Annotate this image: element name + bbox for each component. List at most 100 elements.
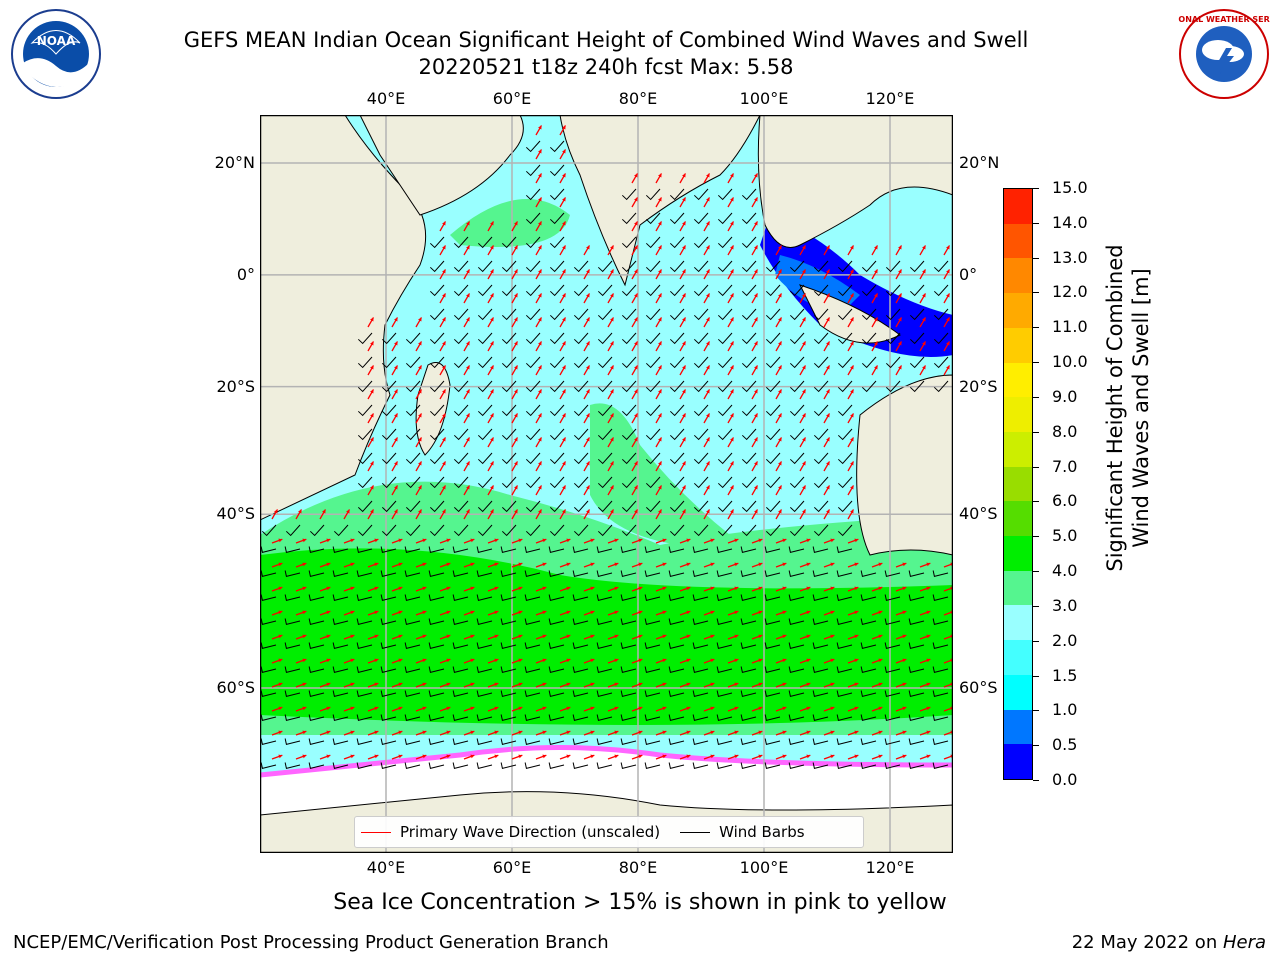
wind-barb <box>669 500 685 513</box>
wave-direction-arrowhead <box>610 365 614 370</box>
colorbar-tick-mark <box>1033 362 1039 364</box>
wave-direction-arrowhead <box>806 538 811 543</box>
wave-direction-arrowhead <box>782 730 787 735</box>
wave-direction-arrowhead <box>442 341 446 346</box>
wind-barb <box>596 762 613 769</box>
colorbar-title-line2: Wind Waves and Swell [m] <box>1129 268 1153 548</box>
wind-barb <box>693 212 709 225</box>
wind-barb <box>621 452 637 465</box>
wind-barb <box>788 546 805 553</box>
wind-barb <box>477 308 493 321</box>
wind-barb <box>573 476 589 489</box>
wave-direction-arrowhead <box>754 509 758 514</box>
wind-barb <box>932 570 949 577</box>
wave-direction-arrowhead <box>466 389 470 394</box>
wave-direction-arrowhead <box>926 754 931 759</box>
wind-barb <box>308 714 325 721</box>
wind-barb <box>548 762 565 769</box>
wave-direction-arrowhead <box>730 317 734 322</box>
wave-direction-arrowhead <box>278 610 283 615</box>
wave-direction-arrowhead <box>710 730 715 735</box>
wave-direction-arrowhead <box>490 269 494 274</box>
wave-direction-arrowhead <box>466 461 470 466</box>
wave-direction-arrowhead <box>898 317 902 322</box>
wave-direction-arrowhead <box>518 610 523 615</box>
wind-barb <box>597 404 613 417</box>
wave-direction-arrowhead <box>754 485 758 490</box>
wind-barb <box>621 236 637 249</box>
wind-barb <box>428 666 445 673</box>
colorbar-segment-4 <box>1004 605 1032 641</box>
wind-barb <box>860 570 877 577</box>
wave-direction-arrowhead <box>926 658 931 663</box>
wave-direction-arrowhead <box>518 562 523 567</box>
wave-direction-arrowhead <box>538 125 542 130</box>
wind-barb <box>572 642 589 649</box>
wave-direction-arrowhead <box>662 586 667 591</box>
wind-barb <box>260 570 277 577</box>
wind-barb <box>308 762 325 769</box>
wave-direction-arrowhead <box>350 562 355 567</box>
wave-direction-arrowhead <box>754 245 758 250</box>
wave-direction-arrowhead <box>590 754 595 759</box>
wind-barb <box>741 404 757 417</box>
wave-direction-arrowhead <box>922 245 926 250</box>
wave-direction-arrowhead <box>538 221 542 226</box>
wind-barb <box>452 666 469 673</box>
wave-direction-arrowhead <box>446 634 451 639</box>
wave-direction-arrowhead <box>662 754 667 759</box>
colorbar-tick-label: 0.5 <box>1052 735 1078 755</box>
wave-direction-arrowhead <box>946 317 950 322</box>
wind-barb <box>740 666 757 673</box>
wind-barb <box>813 380 829 393</box>
wind-barb <box>501 524 517 537</box>
wave-direction-arrowhead <box>850 317 854 322</box>
wave-direction-arrowhead <box>830 538 835 543</box>
wave-direction-arrowhead <box>902 658 907 663</box>
wave-direction-arrowhead <box>874 365 878 370</box>
wave-direction-arrowhead <box>326 538 331 543</box>
wave-direction-arrowhead <box>806 706 811 711</box>
wave-direction-arrowhead <box>782 538 787 543</box>
wave-direction-arrowhead <box>370 317 374 322</box>
wave-direction-arrowhead <box>590 682 595 687</box>
wind-barb <box>501 356 517 369</box>
wind-barb <box>500 570 517 577</box>
wave-direction-arrowhead <box>422 706 427 711</box>
nws-logo-text: NATIONAL WEATHER SERVICE <box>1178 15 1270 24</box>
wind-barb <box>909 308 925 321</box>
wave-direction-arrowhead <box>662 682 667 687</box>
wind-barb <box>717 476 733 489</box>
wave-direction-arrowhead <box>278 562 283 567</box>
wave-direction-arrowhead <box>706 293 710 298</box>
wave-direction-arrowhead <box>806 682 811 687</box>
wind-barb <box>741 284 757 297</box>
wind-barb <box>428 546 445 553</box>
wind-barb <box>908 618 925 625</box>
wave-direction-arrowhead <box>590 610 595 615</box>
wave-direction-arrowhead <box>326 754 331 759</box>
wind-barb <box>717 428 733 441</box>
wind-barb <box>861 260 877 273</box>
wave-direction-arrowhead <box>754 317 758 322</box>
wind-barb <box>885 332 901 345</box>
wind-barb <box>765 452 781 465</box>
wind-barb <box>836 642 853 649</box>
wave-direction-arrowhead <box>682 461 686 466</box>
wave-direction-arrowhead <box>682 413 686 418</box>
wind-barb <box>549 332 565 345</box>
wave-direction-arrowhead <box>706 437 710 442</box>
wind-barb <box>332 594 349 601</box>
wind-barb <box>836 762 853 769</box>
wind-barb <box>476 594 493 601</box>
wave-direction-arrowhead <box>638 586 643 591</box>
wind-barb <box>669 404 685 417</box>
wind-barb <box>453 524 469 537</box>
wind-barb <box>549 188 565 201</box>
wave-direction-arrowhead <box>470 754 475 759</box>
wave-direction-arrowhead <box>850 269 854 274</box>
wind-barb <box>717 356 733 369</box>
wind-barb <box>884 666 901 673</box>
wave-direction-arrowhead <box>782 610 787 615</box>
wave-direction-arrowhead <box>610 269 614 274</box>
